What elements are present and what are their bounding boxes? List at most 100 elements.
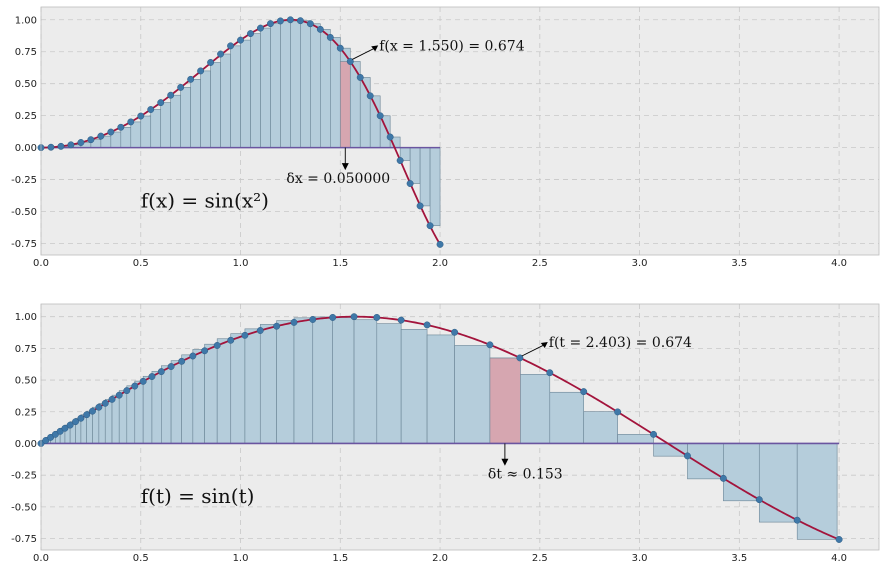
riemann-bar — [429, 147, 441, 227]
sample-point — [89, 407, 96, 415]
sample-point — [77, 139, 85, 146]
riemann-bar — [270, 23, 281, 148]
sample-point — [267, 20, 274, 28]
sample-point — [227, 336, 235, 344]
sample-point — [835, 536, 843, 543]
riemann-bar — [240, 39, 251, 148]
riemann-bar — [230, 333, 246, 444]
sample-point — [580, 388, 588, 396]
x-tick-label: 2.0 — [432, 258, 448, 269]
sample-point — [115, 391, 123, 399]
highlight-bar — [339, 61, 351, 148]
y-tick-label: -0.25 — [11, 471, 37, 482]
riemann-bar — [300, 20, 311, 148]
sample-point — [117, 123, 125, 131]
riemann-bar — [758, 443, 798, 523]
sample-point — [306, 20, 314, 28]
step-annotation: δt ≈ 0.153 — [488, 467, 563, 483]
sample-point — [97, 132, 105, 140]
sample-point — [376, 112, 384, 120]
riemann-bar — [170, 94, 181, 148]
x-tick-label: 1.5 — [332, 258, 348, 269]
sample-point — [147, 106, 155, 113]
sample-point — [217, 50, 225, 58]
riemann-bar — [332, 317, 355, 444]
sample-point — [426, 222, 434, 230]
sample-point — [286, 16, 294, 24]
annotation-arrow — [352, 46, 377, 60]
riemann-bar — [312, 316, 334, 444]
riemann-bar — [320, 29, 331, 148]
sample-point — [207, 59, 215, 66]
function-label: f(t) = sin(t) — [141, 484, 255, 508]
sample-point — [66, 421, 74, 429]
sample-point — [309, 316, 317, 323]
x-tick-label: 3.5 — [731, 258, 747, 269]
y-tick-label: 0.75 — [15, 47, 37, 58]
riemann-bar — [276, 320, 295, 444]
sample-point — [148, 373, 156, 380]
sample-point — [57, 142, 65, 150]
sample-point — [316, 25, 324, 33]
annotation-arrow — [521, 343, 546, 357]
sample-point — [189, 352, 197, 360]
riemann-bar — [353, 319, 378, 444]
riemann-bar — [454, 345, 491, 444]
riemann-bar — [549, 391, 585, 444]
sample-point — [177, 83, 185, 91]
annotation-arrowhead — [540, 342, 548, 349]
sample-point — [61, 424, 69, 432]
sample-point — [336, 44, 344, 52]
sample-point — [257, 24, 264, 32]
y-tick-label: 0.25 — [15, 111, 37, 122]
sample-point — [47, 143, 55, 151]
annotation-arrowhead — [341, 163, 349, 171]
riemann-bar — [400, 329, 428, 444]
riemann-bar — [519, 374, 551, 444]
y-tick-label: 0.75 — [15, 344, 37, 355]
riemann-bar — [617, 434, 654, 444]
riemann-bar — [290, 20, 301, 148]
sample-point — [178, 357, 186, 365]
x-tick-label: 0.0 — [33, 258, 49, 269]
y-tick-label: -0.25 — [11, 175, 37, 186]
sample-point — [256, 327, 264, 334]
riemann-bar — [170, 360, 182, 444]
sample-point — [127, 118, 135, 126]
riemann-bar — [280, 20, 291, 148]
x-tick-label: 1.0 — [233, 258, 249, 269]
sample-point — [356, 73, 364, 81]
sample-point — [131, 382, 139, 390]
x-tick-label: 0.5 — [133, 258, 149, 269]
riemann-bar — [293, 317, 314, 444]
sample-point — [406, 180, 414, 187]
y-tick-label: 0.25 — [15, 407, 37, 418]
sample-point — [247, 30, 254, 38]
riemann-bar — [190, 79, 201, 148]
x-tick-label: 3.5 — [731, 553, 747, 564]
sample-point — [719, 474, 727, 482]
sample-point — [650, 430, 657, 438]
value-annotation: f(t = 2.403) = 0.674 — [549, 335, 692, 351]
riemann-bar — [192, 349, 205, 444]
riemann-bar — [260, 27, 271, 148]
x-tick-label: 2.5 — [532, 553, 548, 564]
x-tick-label: 2.5 — [532, 258, 548, 269]
sample-point — [373, 313, 381, 321]
riemann-bar — [687, 443, 724, 480]
sample-point — [296, 17, 304, 25]
sample-point — [241, 331, 249, 339]
y-tick-label: -0.75 — [11, 239, 37, 250]
riemann-bar — [426, 334, 455, 444]
sample-point — [213, 342, 221, 349]
sample-point — [187, 75, 195, 83]
riemann-bar — [130, 121, 142, 148]
sample-point — [237, 36, 244, 44]
sample-point — [101, 399, 109, 407]
riemann-bar — [118, 390, 128, 444]
y-tick-label: 0.50 — [15, 376, 37, 387]
x-tick-label: 0.0 — [33, 553, 49, 564]
riemann-bar — [134, 380, 144, 444]
sample-point — [107, 128, 115, 136]
sample-point — [366, 92, 374, 100]
